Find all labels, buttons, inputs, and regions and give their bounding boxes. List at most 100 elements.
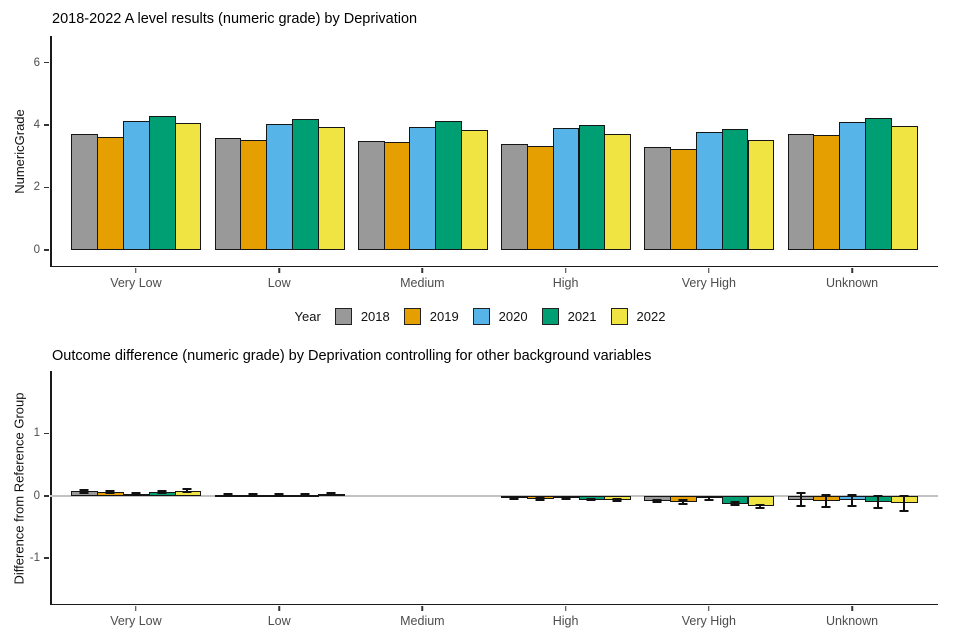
error-bar-line [329,492,332,496]
error-bar-cap-top [821,493,831,496]
bar-2019-medium [383,142,411,250]
x-axis-tick-mark [421,268,424,273]
error-bar-cap-bottom [131,494,141,497]
y-axis-tick-label: 0 [33,243,40,256]
error-bar-cap-top [652,498,662,501]
error-bar-line [799,493,802,506]
legend-item-2022: 2022 [610,308,666,325]
legend-swatch-2022 [610,308,628,325]
bottom-y-axis-line [50,371,52,605]
legend-swatch-2019 [403,308,421,325]
error-bar-cap-bottom [79,491,89,494]
error-bar-cap-bottom [326,494,336,497]
bar-2020-very-low [123,121,150,250]
error-bar-cap-bottom [730,504,740,507]
top-y-axis-title: NumericGrade [8,36,30,267]
legend-label-2021: 2021 [567,309,597,324]
legend-label-2018: 2018 [360,309,390,324]
legend-label-2019: 2019 [429,309,459,324]
year-legend: Year 2018 2019 2020 2021 2022 [0,308,960,325]
x-axis-tick-mark [564,268,567,273]
error-bar-cap-bottom [561,497,571,500]
error-bar-cap-bottom [755,507,765,510]
error-bar-cap-top [873,494,883,497]
error-bar-cap-bottom [157,492,167,495]
error-bar-cap-bottom [248,494,258,497]
error-bar-line [616,498,619,502]
bar-2020-medium [409,126,437,250]
legend-title: Year [294,309,321,324]
error-bar-cap-top [704,496,714,499]
error-bar-cap-bottom [899,509,909,512]
bar-2020-low [266,124,294,250]
error-bar-line [876,495,879,509]
error-bar-cap-top [509,496,519,499]
error-bar-cap-top [79,489,89,492]
y-axis-tick-mark [44,61,49,64]
bar-2018-unknown [787,134,815,250]
x-axis-tick-mark [851,268,853,273]
error-bar-cap-bottom [509,498,519,501]
error-bar-cap-bottom [182,491,192,494]
bar-2022-very-low [174,123,202,250]
error-bar-cap-top [248,492,258,495]
y-axis-tick-mark [44,557,49,559]
bar-2021-high [578,124,606,250]
y-axis-tick-mark [44,249,49,251]
y-axis-tick-label: 6 [33,56,40,69]
error-bar-cap-top [157,489,167,492]
bar-2019-high [526,145,554,250]
error-bar-line [160,490,163,494]
x-axis-tick-mark [708,268,710,273]
legend-item-2021: 2021 [541,308,597,325]
error-bar-cap-top [755,503,765,506]
bottom-plot-panel: 1 0 -1 Very Low Low Medium High Very High Unknow… [30,371,938,628]
error-bar-cap-top [847,493,857,496]
x-axis-tick-mark [135,606,137,611]
top-plot-panel: 0 2 4 6 Very Low Low Medium High Very High Unknow… [34,36,938,290]
x-axis-tick-mark [278,606,280,611]
error-bar-cap-top [326,491,336,494]
error-bar-cap-top [182,488,192,491]
bar-2019-very-low [97,136,125,250]
error-bar-line [656,499,659,503]
legend-item-2018: 2018 [334,308,390,325]
bar-2021-low [292,119,319,250]
bar-2021-unknown [864,118,892,250]
error-bar-cap-top [612,497,622,500]
error-bar-line [707,497,710,500]
error-bar-cap-bottom [612,500,622,503]
error-bar-cap-top [899,494,909,497]
x-axis-category-label: Very High [681,614,736,628]
bar-2018-high [501,143,528,250]
error-bar-cap-bottom [847,504,857,507]
bar-2022-high [604,134,632,250]
legend-swatch-2020 [472,308,490,325]
error-bar-line [825,494,828,508]
bar-2021-medium [435,121,463,250]
error-bar-cap-top [678,499,688,502]
x-axis-tick-mark [851,606,853,611]
y-axis-tick-label: 2 [33,181,40,194]
error-bar-cap-top [223,492,233,495]
legend-label-2022: 2022 [636,309,666,324]
x-axis-tick-mark [135,268,137,273]
error-bar-line [759,504,762,509]
bar-2019-unknown [813,135,841,250]
x-axis-category-label: Low [267,614,291,628]
y-axis-tick-mark [44,186,49,189]
error-bar-cap-bottom [223,494,233,497]
x-axis-category-label: Medium [400,276,445,290]
x-axis-category-label: High [552,276,579,290]
bar-2021-very-low [148,115,176,250]
error-bar-cap-top [131,491,141,494]
bottom-y-axis-title: Difference from Reference Group [8,371,30,605]
error-bar-cap-top [300,492,310,495]
bottom-x-axis-line [50,603,938,605]
zero-reference-line [50,495,938,497]
legend-swatch-2018 [334,308,352,325]
y-axis-tick-label: 1 [33,427,40,440]
error-bar-cap-bottom [105,492,115,495]
x-axis-category-label: Unknown [826,614,879,628]
top-chart-title: 2018-2022 A level results (numeric grade… [52,11,418,27]
